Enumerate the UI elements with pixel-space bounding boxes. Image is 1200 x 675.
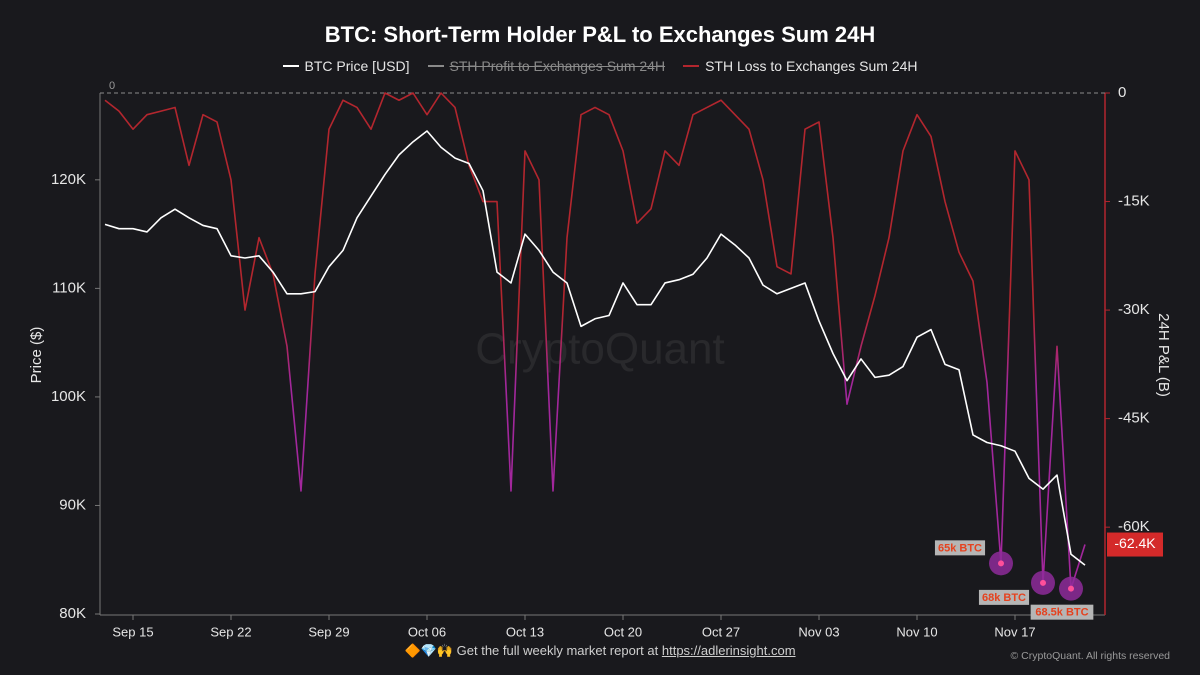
zero-label: 0 [109, 80, 115, 92]
y2-tick-label: -60K [1118, 518, 1150, 535]
y-tick-label: 120K [51, 171, 86, 188]
footer-emoji: 🔶💎🙌 [404, 643, 454, 658]
y2-tick-label: -30K [1118, 301, 1150, 318]
x-tick-label: Oct 06 [408, 624, 446, 639]
y-tick-label: 80K [59, 605, 86, 622]
legend-item[interactable]: BTC Price [USD] [282, 58, 410, 74]
legend-label: STH Profit to Exchanges Sum 24H [449, 58, 666, 74]
footer: 🔶💎🙌 Get the full weekly market report at… [0, 643, 1200, 659]
y-tick-label: 100K [51, 388, 86, 405]
y2-tick-label: -45K [1118, 410, 1150, 427]
x-tick-label: Sep 29 [308, 624, 349, 639]
y2-tick-label: 0 [1118, 84, 1126, 101]
x-tick-label: Oct 13 [506, 624, 544, 639]
footer-link[interactable]: https://adlerinsight.com [661, 643, 796, 658]
legend-item[interactable]: STH Profit to Exchanges Sum 24H [427, 58, 666, 74]
y-tick-label: 110K [52, 279, 86, 296]
annotation-bg [934, 540, 986, 556]
value-label: -62.4K [1114, 535, 1156, 551]
annotation: 68k BTC [982, 592, 1026, 604]
x-tick-label: Nov 10 [896, 624, 937, 639]
legend-label: STH Loss to Exchanges Sum 24H [705, 58, 918, 74]
x-tick-label: Nov 17 [994, 624, 1035, 639]
legend-item[interactable]: STH Loss to Exchanges Sum 24H [683, 58, 918, 74]
x-tick-label: Nov 03 [798, 624, 839, 639]
annotation: 68.5k BTC [1035, 607, 1088, 619]
y-tick-label: 90K [59, 496, 86, 513]
annotation-bg [1030, 604, 1094, 620]
x-tick-label: Oct 20 [604, 624, 642, 639]
value-badge [1107, 532, 1163, 557]
legend-swatch [427, 65, 444, 67]
series-line [104, 92, 1086, 590]
x-tick-label: Oct 27 [702, 624, 740, 639]
highlight-dot [1040, 579, 1046, 586]
legend-label: BTC Price [USD] [304, 58, 410, 74]
series-line [104, 130, 1086, 566]
y-axis-title: Price ($) [28, 327, 45, 384]
highlight-dot [1068, 585, 1074, 592]
footer-text: Get the full weekly market report at [456, 643, 659, 658]
legend-swatch [683, 65, 700, 67]
legend-swatch [282, 65, 299, 67]
y2-axis-title: 24H P&L (B) [1155, 313, 1172, 397]
annotation-bg [978, 589, 1030, 605]
chart-title: BTC: Short-Term Holder P&L to Exchanges … [325, 22, 876, 47]
legend: BTC Price [USD] STH Profit to Exchanges S… [0, 58, 1200, 74]
highlight-dot [998, 560, 1004, 567]
watermark: CryptoQuant [475, 325, 724, 374]
y2-tick-label: -15K [1118, 193, 1150, 210]
x-tick-label: Sep 15 [112, 624, 153, 639]
copyright: © CryptoQuant. All rights reserved [1010, 650, 1170, 662]
x-tick-label: Sep 22 [210, 624, 251, 639]
annotation: 65k BTC [938, 542, 982, 554]
